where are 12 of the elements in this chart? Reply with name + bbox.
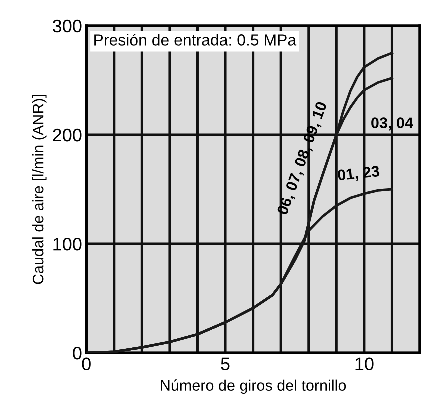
x-axis-title: Número de giros del tornillo — [161, 380, 346, 394]
x-tick-label: 5 — [221, 358, 230, 371]
text: 06, 07, 08, 09, 10 — [276, 101, 330, 216]
text: 01, 23 — [338, 166, 380, 184]
annotation: Presión de entrada: 0.5 MPa — [94, 34, 297, 46]
y-tick-label: 0 — [73, 347, 82, 360]
y-axis-title: Caudal de aire [l/min (ANR)] — [32, 95, 47, 284]
y-tick-label: 100 — [54, 238, 82, 251]
x-tick-label: 10 — [356, 358, 374, 371]
y-tick-label: 200 — [53, 128, 82, 142]
y-tick-label: 300 — [53, 20, 82, 33]
x-tick-label: 0 — [82, 358, 91, 371]
